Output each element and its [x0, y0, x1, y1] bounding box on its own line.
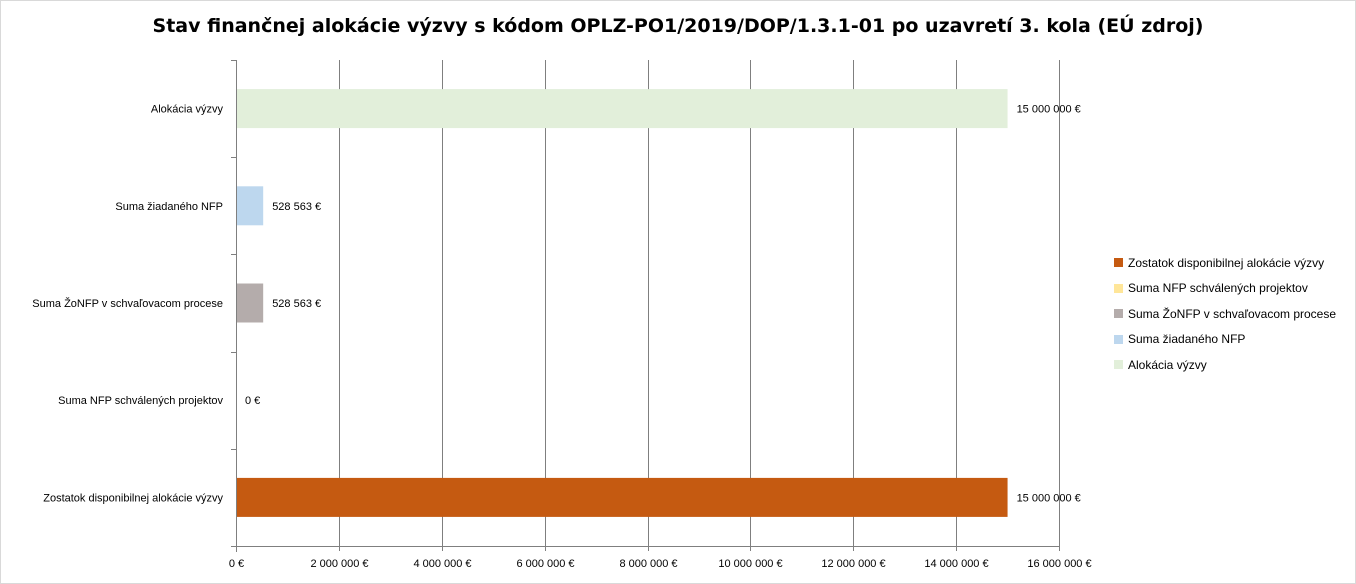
x-tick-label: 2 000 000 € [310, 558, 368, 570]
legend-swatch [1114, 360, 1123, 370]
bar [236, 283, 264, 323]
data-label: 15 000 000 € [1017, 492, 1081, 504]
legend-label: Suma NFP schválených projektov [1128, 281, 1308, 296]
legend-swatch [1114, 309, 1123, 319]
legend-label: Suma žiadaného NFP [1128, 332, 1246, 347]
x-tick-label: 8 000 000 € [619, 558, 677, 570]
bar [236, 186, 264, 226]
x-tick-label: 14 000 000 € [924, 558, 988, 570]
chart-title: Stav finančnej alokácie výzvy s kódom OP… [152, 15, 1204, 37]
data-label: 15 000 000 € [1017, 104, 1081, 116]
legend-item: Zostatok disponibilnej alokácie výzvy [1114, 250, 1336, 276]
data-label: 528 563 € [272, 298, 321, 310]
x-tick-label: 12 000 000 € [821, 558, 885, 570]
bar [236, 89, 1008, 129]
category-label: Zostatok disponibilnej alokácie výzvy [43, 492, 223, 504]
legend-swatch [1114, 334, 1123, 344]
x-tick-label: 10 000 000 € [718, 558, 782, 570]
x-tick-label: 4 000 000 € [413, 558, 471, 570]
legend-label: Alokácia výzvy [1128, 357, 1207, 372]
legend-swatch [1114, 258, 1123, 268]
legend-item: Alokácia výzvy [1114, 352, 1336, 378]
category-label: Suma NFP schválených projektov [58, 395, 223, 407]
legend-item: Suma žiadaného NFP [1114, 327, 1336, 353]
data-label: 0 € [245, 395, 260, 407]
legend-label: Suma ŽoNFP v schvaľovacom procese [1128, 306, 1337, 321]
category-label: Suma ŽoNFP v schvaľovacom procese [32, 297, 223, 310]
x-tick-label: 16 000 000 € [1027, 558, 1091, 570]
legend: Zostatok disponibilnej alokácie výzvy Sum… [1114, 250, 1336, 378]
bar [236, 477, 1008, 517]
data-label: 528 563 € [272, 201, 321, 213]
category-label: Suma žiadaného NFP [115, 201, 223, 213]
category-label: Alokácia výzvy [151, 104, 224, 116]
x-tick-label: 6 000 000 € [516, 558, 574, 570]
legend-item: Suma ŽoNFP v schvaľovacom procese [1114, 301, 1336, 327]
legend-item: Suma NFP schválených projektov [1114, 276, 1336, 302]
legend-swatch [1114, 283, 1123, 293]
x-tick-label: 0 € [229, 558, 244, 570]
legend-label: Zostatok disponibilnej alokácie výzvy [1128, 255, 1325, 270]
